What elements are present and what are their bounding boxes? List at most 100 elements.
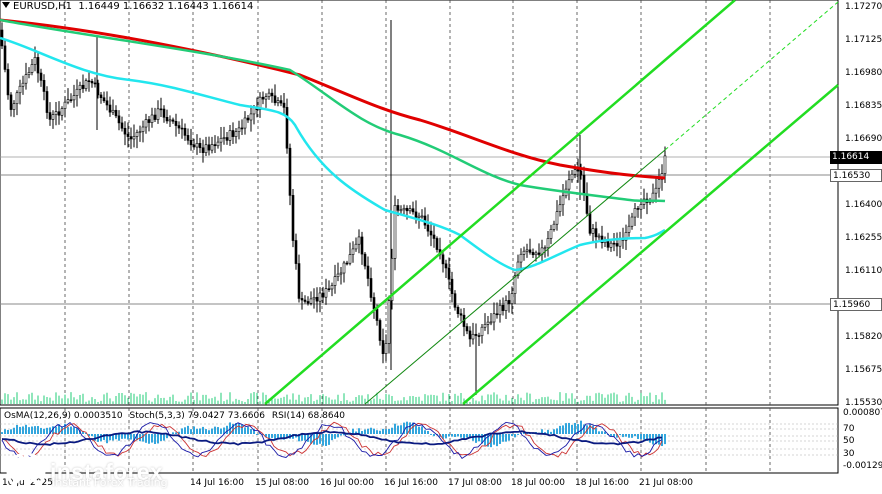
osma-bar (514, 434, 516, 438)
osma-bar (313, 434, 315, 445)
osma-bar (238, 423, 240, 434)
osma-bar (181, 428, 183, 434)
candle-body (111, 109, 115, 113)
candle-body (39, 72, 43, 81)
osma-bar (442, 434, 444, 439)
candle-body (303, 299, 307, 302)
price-tick: 1.17270 (845, 2, 882, 12)
candle-body (399, 209, 403, 212)
candle-body (360, 236, 364, 255)
candle-body (87, 80, 91, 82)
candle-body (477, 335, 481, 337)
osma-bar (199, 428, 201, 434)
osma-bar (403, 422, 405, 434)
osma-bar (412, 422, 414, 434)
dropdown-triangle-icon[interactable] (2, 2, 10, 8)
candle-body (528, 249, 532, 253)
candle-body (78, 84, 82, 90)
osma-bar (292, 434, 294, 439)
candle-body (630, 216, 634, 227)
osma-bar (145, 434, 147, 443)
osma-bar (13, 427, 15, 434)
candle-body (222, 137, 226, 139)
candle-body (168, 119, 172, 122)
osma-bar (367, 428, 369, 434)
candle-body (534, 252, 538, 256)
osma-bar (439, 434, 441, 437)
osma-bar (421, 426, 423, 434)
osma-bar (214, 426, 216, 434)
osma-bar (58, 424, 60, 434)
osma-bar (592, 425, 594, 434)
osma-bar (589, 423, 591, 434)
candle-body (327, 288, 331, 291)
vertical-grid (64, 0, 771, 474)
osma-bar (82, 431, 84, 434)
candle-body (468, 330, 472, 340)
candle-body (156, 108, 160, 120)
candle-body (126, 133, 130, 137)
osma-bar (163, 434, 165, 441)
candle-body (306, 301, 310, 304)
osma-bar (142, 434, 144, 442)
current-price-tag: 1.16614 (830, 151, 882, 164)
osma-bar (37, 426, 39, 434)
candle-body (123, 127, 127, 135)
candle-body (405, 207, 409, 212)
candle-body (447, 267, 451, 280)
osma-bar (271, 434, 273, 438)
candle-body (114, 109, 118, 117)
osma-label: OsMA(12,26,9) 0.0003510 (4, 411, 123, 421)
osma-bar (385, 429, 387, 434)
candle-body (45, 91, 49, 113)
osma-bar (541, 429, 543, 434)
osma-bar (418, 426, 420, 434)
osma-bar (649, 434, 651, 443)
candle-body (573, 169, 577, 175)
osma-bar (613, 434, 615, 437)
ma-red-line (0, 18, 666, 180)
candle-body (384, 343, 388, 354)
candle-body (576, 169, 580, 172)
candle-body (69, 99, 73, 101)
osma-bar (544, 432, 546, 434)
candle-body (246, 117, 250, 121)
osma-bar (415, 425, 417, 434)
candle-body (99, 94, 103, 99)
osma-bar (265, 434, 267, 438)
osma-bar (394, 423, 396, 434)
candle-body (276, 100, 280, 104)
candle-body (285, 107, 289, 149)
osma-bar (502, 434, 504, 442)
candle-body (273, 95, 277, 104)
candle-body (627, 225, 631, 233)
candle-body (237, 127, 241, 132)
osma-bar (388, 428, 390, 434)
osma-bar (70, 426, 72, 434)
candle-body (21, 82, 25, 87)
candle-body (264, 96, 268, 100)
main-plot-frame (0, 0, 839, 406)
osma-bar (358, 428, 360, 434)
candle-body (351, 248, 355, 255)
candle-body (654, 187, 658, 194)
osma-bar (364, 429, 366, 434)
osma-bar (88, 434, 90, 437)
price-tick: 1.16110 (845, 266, 882, 276)
osma-bar (469, 434, 471, 439)
candle-body (504, 300, 508, 311)
trend-channel[interactable] (264, 0, 839, 405)
osma-bar (577, 424, 579, 434)
osma-bar (427, 430, 429, 434)
candle-body (195, 143, 199, 148)
osma-bar (493, 434, 495, 445)
moving-averages (0, 18, 666, 272)
candle-body (561, 195, 565, 206)
osma-bar (565, 423, 567, 434)
osma-bar (628, 434, 630, 438)
osma-bar (601, 431, 603, 434)
osma-bar (151, 434, 153, 443)
osma-bar (562, 425, 564, 434)
